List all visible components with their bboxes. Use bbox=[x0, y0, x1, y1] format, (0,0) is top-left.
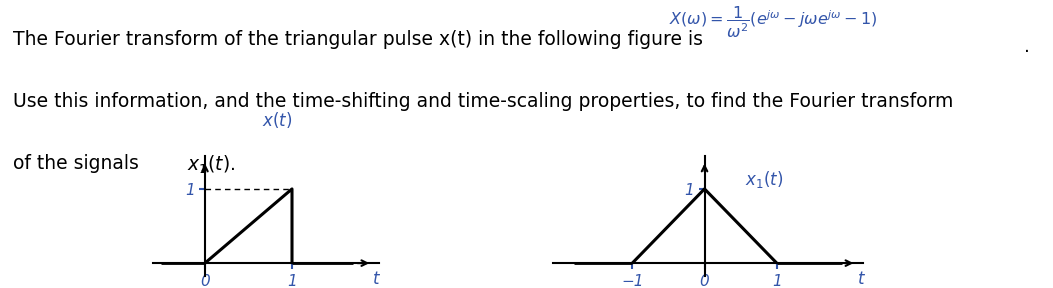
Text: $X(\omega) = \dfrac{1}{\omega^2}(e^{j\omega} - j\omega e^{j\omega} - 1)$: $X(\omega) = \dfrac{1}{\omega^2}(e^{j\om… bbox=[669, 4, 877, 40]
Text: $x(t)$: $x(t)$ bbox=[262, 109, 293, 130]
Text: $x_1(t).$: $x_1(t).$ bbox=[187, 154, 236, 176]
Text: $x_1(t)$: $x_1(t)$ bbox=[746, 169, 783, 190]
Text: of the signals: of the signals bbox=[13, 154, 144, 173]
Text: $t$: $t$ bbox=[372, 270, 381, 288]
Text: Use this information, and the time-shifting and time-scaling properties, to find: Use this information, and the time-shift… bbox=[13, 92, 953, 111]
Text: .: . bbox=[1024, 37, 1030, 56]
Text: $t$: $t$ bbox=[857, 270, 866, 288]
Text: The Fourier transform of the triangular pulse x(t) in the following figure is: The Fourier transform of the triangular … bbox=[13, 30, 702, 49]
